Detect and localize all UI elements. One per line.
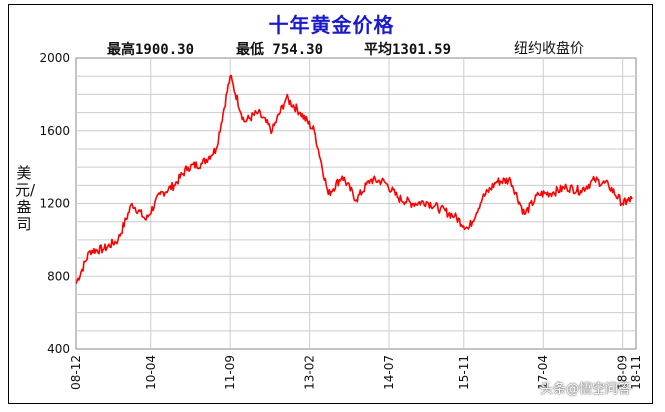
x-tick-label: 10-04: [144, 355, 158, 390]
price-line: [75, 74, 633, 284]
x-tick-label: 17-04: [536, 355, 550, 390]
y-tick-label: 800: [47, 269, 70, 283]
y-tick-label: 2000: [39, 51, 70, 65]
y-axis-ticks: 400 800 1200 1600 2000: [39, 51, 70, 356]
stat-average: 平均1301.59: [364, 42, 452, 58]
x-tick-label: 14-07: [382, 355, 396, 390]
x-tick-label: 18-11: [629, 355, 643, 390]
x-axis-ticks: 08-12 10-04 11-09 13-02 14-07 15-11 17-04 18-09…: [69, 355, 643, 390]
x-tick-label: 08-12: [69, 355, 83, 390]
stat-low: 最低 754.30: [236, 42, 324, 58]
y-tick-label: 1600: [39, 124, 70, 138]
grid-lines: [75, 57, 637, 350]
y-tick-label: 1200: [39, 197, 70, 211]
y-tick-label: 400: [47, 342, 70, 356]
chart-subtitle: 纽约收盘价: [514, 41, 584, 57]
stat-high: 最高1900.30: [107, 42, 195, 58]
chart-title: 十年黄金价格: [268, 13, 395, 37]
x-tick-label: 15-11: [457, 355, 471, 390]
y-axis-label: 美元/盎司: [15, 164, 36, 233]
x-tick-label: 11-09: [223, 355, 237, 390]
x-tick-label: 18-09: [616, 355, 630, 390]
x-tick-label: 13-02: [303, 355, 317, 390]
watermark: 头条@悟空问答: [540, 382, 632, 397]
